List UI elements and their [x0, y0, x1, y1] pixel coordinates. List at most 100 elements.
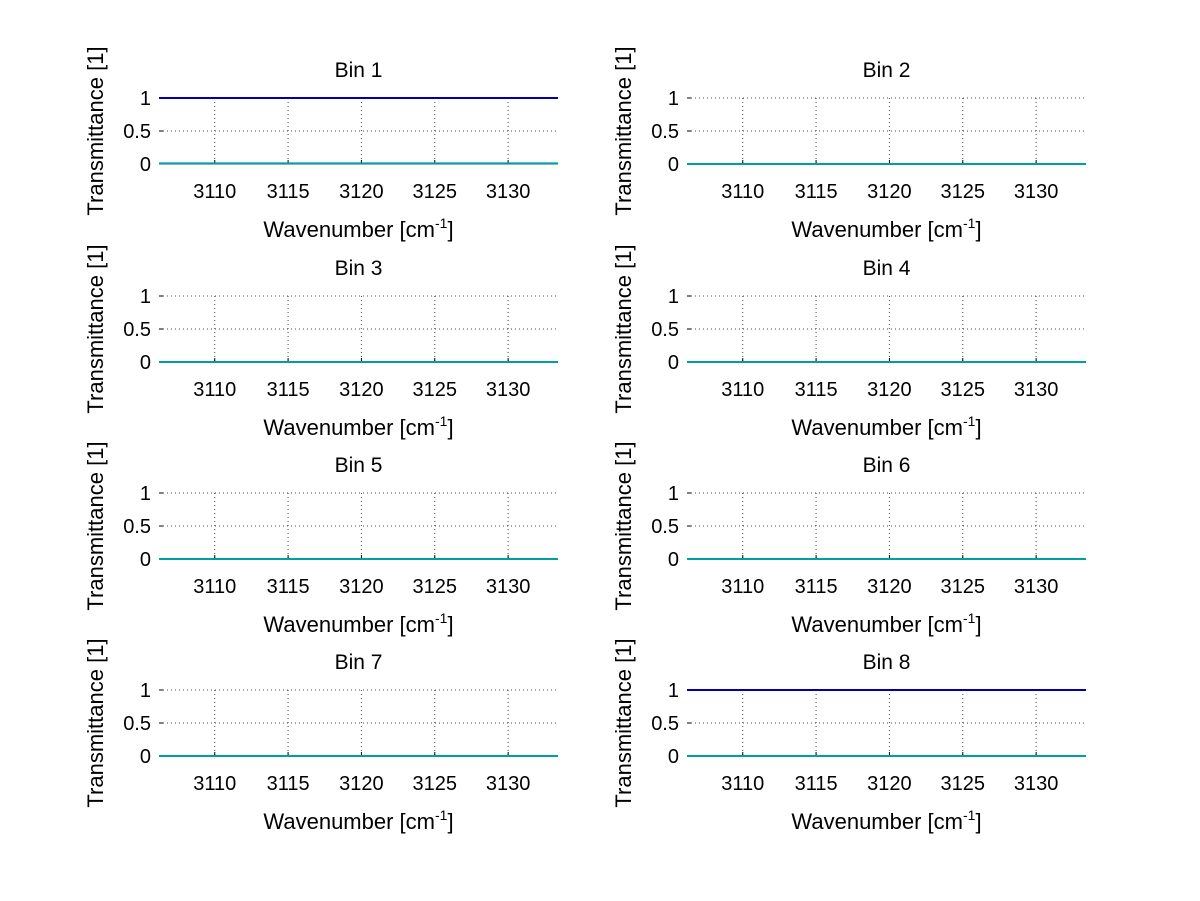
x-axis-label: Wavenumber [cm-1]	[263, 215, 453, 242]
subplot-title: Bin 2	[863, 59, 911, 82]
y-tick-label: 0	[140, 746, 151, 768]
x-tick-label: 3120	[867, 379, 912, 401]
subplot-6: 3110 3115 3120 3125 3130 0 0.5 1 Bin 6 Wavenumber…	[611, 441, 1086, 637]
x-axis-label-text: Wavenumber [cm	[263, 612, 435, 637]
x-tick-label: 3115	[267, 379, 310, 401]
x-tick-label: 3110	[193, 576, 236, 598]
subplot-title: Bin 6	[863, 454, 911, 477]
x-tick-label: 3130	[486, 181, 531, 203]
x-axis-label: Wavenumber [cm-1]	[263, 807, 453, 834]
x-axis-label-text: Wavenumber [cm	[791, 612, 963, 637]
y-tick-label: 0.5	[651, 713, 679, 735]
x-axis-label-suffix: ]	[975, 217, 981, 242]
y-tick-label: 1	[140, 483, 151, 505]
x-tick-label: 3115	[795, 181, 838, 203]
x-axis-label: Wavenumber [cm-1]	[791, 610, 981, 637]
x-tick-label: 3125	[941, 181, 986, 203]
y-axis-label: Transmittance [1]	[83, 638, 108, 807]
y-tick-label: 0.5	[651, 319, 679, 341]
subplot-5: 3110 3115 3120 3125 3130 0 0.5 1 Bin 5 Wavenumber…	[83, 441, 558, 637]
x-tick-label: 3110	[193, 181, 236, 203]
x-tick-label: 3120	[339, 576, 384, 598]
x-axis-label: Wavenumber [cm-1]	[263, 413, 453, 440]
y-tick-label: 0	[668, 352, 679, 374]
x-tick-label: 3115	[267, 576, 310, 598]
x-tick-label: 3125	[413, 773, 458, 795]
y-tick-label: 0.5	[651, 516, 679, 538]
y-tick-label: 1	[668, 88, 679, 110]
x-tick-label: 3115	[795, 576, 838, 598]
x-tick-label: 3125	[413, 379, 458, 401]
subplot-4: 3110 3115 3120 3125 3130 0 0.5 1 Bin 4 Wavenumber…	[611, 244, 1086, 440]
x-tick-label: 3130	[486, 773, 531, 795]
x-axis-label: Wavenumber [cm-1]	[791, 807, 981, 834]
x-axis-label-superscript: -1	[963, 807, 976, 823]
y-tick-label: 1	[140, 680, 151, 702]
subplot-2: 3110 3115 3120 3125 3130 0 0.5 1 Bin 2 Wavenumber…	[611, 46, 1086, 242]
x-axis-label-text: Wavenumber [cm	[791, 809, 963, 834]
x-tick-label: 3115	[795, 773, 838, 795]
x-tick-label: 3125	[941, 773, 986, 795]
x-tick-label: 3110	[721, 576, 764, 598]
y-tick-label: 0	[668, 746, 679, 768]
x-tick-label: 3115	[267, 773, 310, 795]
y-tick-label: 1	[140, 286, 151, 308]
y-tick-label: 0	[140, 352, 151, 374]
x-tick-label: 3120	[339, 181, 384, 203]
x-tick-label: 3110	[721, 773, 764, 795]
y-axis-label: Transmittance [1]	[611, 638, 636, 807]
x-axis-label: Wavenumber [cm-1]	[791, 413, 981, 440]
x-axis-label-suffix: ]	[447, 415, 453, 440]
x-axis-label-suffix: ]	[447, 217, 453, 242]
subplot-7: 3110 3115 3120 3125 3130 0 0.5 1 Bin 7 Wavenumber…	[83, 638, 558, 834]
x-axis-label-text: Wavenumber [cm	[263, 809, 435, 834]
x-axis-label: Wavenumber [cm-1]	[791, 215, 981, 242]
x-axis-label-text: Wavenumber [cm	[791, 217, 963, 242]
y-tick-label: 0.5	[123, 121, 151, 143]
y-axis-label: Transmittance [1]	[83, 244, 108, 413]
y-tick-label: 0	[140, 549, 151, 571]
x-tick-label: 3120	[867, 576, 912, 598]
x-axis-label-text: Wavenumber [cm	[263, 217, 435, 242]
y-tick-label: 1	[668, 286, 679, 308]
y-tick-label: 1	[668, 483, 679, 505]
y-tick-label: 0	[668, 154, 679, 176]
x-tick-label: 3120	[339, 379, 384, 401]
x-tick-label: 3110	[721, 379, 764, 401]
x-tick-label: 3110	[193, 379, 236, 401]
x-tick-label: 3130	[1014, 773, 1059, 795]
x-axis-label-superscript: -1	[435, 413, 448, 429]
x-tick-label: 3120	[339, 773, 384, 795]
x-axis-label-text: Wavenumber [cm	[263, 415, 435, 440]
x-axis-label-superscript: -1	[435, 610, 448, 626]
y-axis-label: Transmittance [1]	[611, 441, 636, 610]
x-axis-label-suffix: ]	[975, 809, 981, 834]
x-axis-label-superscript: -1	[435, 807, 448, 823]
x-axis-label-suffix: ]	[447, 612, 453, 637]
x-axis-label: Wavenumber [cm-1]	[263, 610, 453, 637]
subplot-title: Bin 3	[335, 257, 383, 280]
x-axis-label-suffix: ]	[975, 612, 981, 637]
subplot-title: Bin 1	[335, 59, 383, 82]
y-axis-label: Transmittance [1]	[83, 441, 108, 610]
x-tick-label: 3115	[267, 181, 310, 203]
y-tick-label: 0.5	[123, 713, 151, 735]
x-axis-label-superscript: -1	[963, 610, 976, 626]
x-tick-label: 3120	[867, 181, 912, 203]
y-axis-label: Transmittance [1]	[611, 244, 636, 413]
subplot-title: Bin 7	[335, 651, 383, 674]
x-axis-label-suffix: ]	[975, 415, 981, 440]
y-tick-label: 1	[668, 680, 679, 702]
y-tick-label: 1	[140, 88, 151, 110]
y-axis-label: Transmittance [1]	[83, 46, 108, 215]
x-tick-label: 3130	[486, 379, 531, 401]
subplot-1: 3110 3115 3120 3125 3130 0 0.5 1 Bin 1 Wavenumber…	[83, 46, 558, 242]
x-tick-label: 3130	[1014, 576, 1059, 598]
x-tick-label: 3110	[193, 773, 236, 795]
x-tick-label: 3125	[413, 181, 458, 203]
subplot-title: Bin 4	[863, 257, 911, 280]
x-tick-label: 3115	[795, 379, 838, 401]
y-axis-label: Transmittance [1]	[611, 46, 636, 215]
x-tick-label: 3130	[1014, 181, 1059, 203]
